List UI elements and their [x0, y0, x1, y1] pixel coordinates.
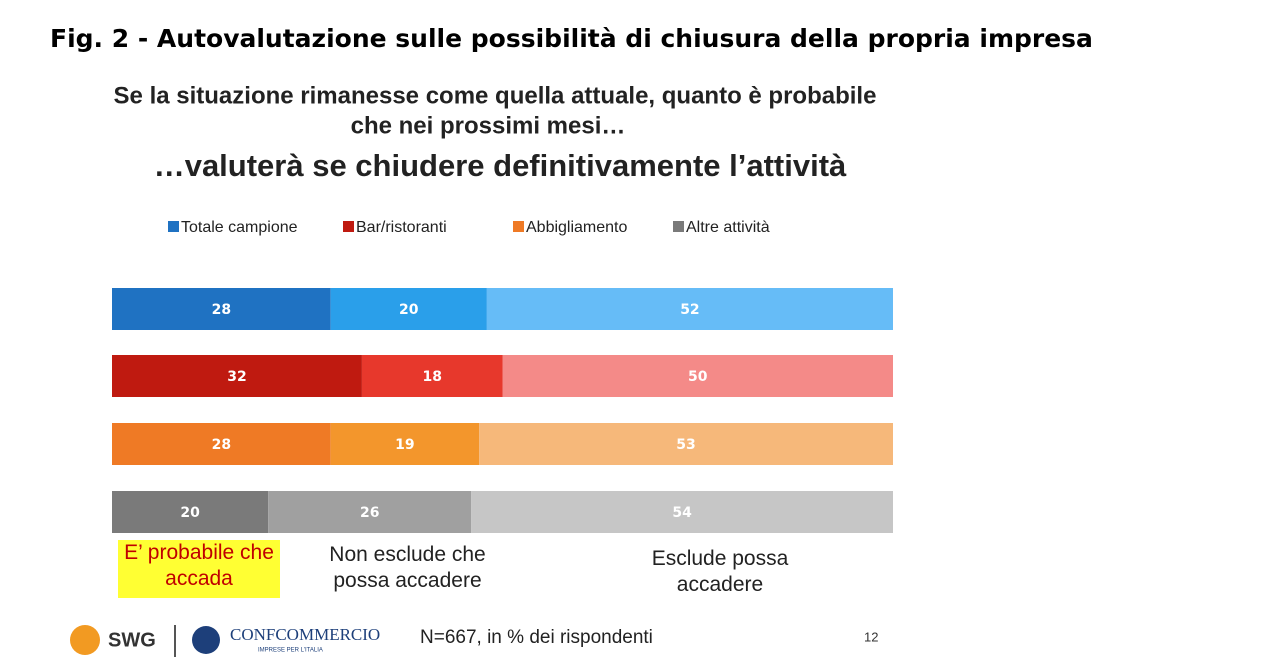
value-label: 54 [672, 505, 692, 521]
confcommercio-logo: CONFCOMMERCIO [230, 625, 380, 644]
confcommercio-sub: IMPRESE PER L’ITALIA [258, 648, 323, 654]
bar-segment [330, 288, 487, 330]
page-number: 12 [864, 629, 878, 644]
value-label: 28 [212, 302, 231, 318]
swg-logo-icon [70, 625, 100, 655]
value-label: 20 [399, 302, 419, 318]
value-label: 26 [360, 505, 379, 521]
value-label: 20 [180, 505, 200, 521]
legend-swatch [343, 221, 354, 232]
value-label: 28 [212, 437, 231, 453]
value-label: 52 [680, 302, 699, 318]
heading: …valuterà se chiudere definitivamente l’… [154, 148, 847, 183]
bar-segment [502, 355, 893, 397]
value-label: 53 [676, 437, 695, 453]
bar-segment [479, 423, 893, 465]
legend-label: Totale campione [181, 219, 298, 236]
legend-label: Bar/ristoranti [356, 219, 447, 236]
value-label: 19 [395, 437, 414, 453]
value-label: 18 [422, 369, 441, 385]
category-label: Non esclude che possa accadere [329, 543, 486, 592]
value-label: 32 [227, 369, 246, 385]
bar-segment [112, 491, 269, 533]
bar-segment [112, 288, 331, 330]
value-label: 50 [688, 369, 708, 385]
legend-swatch [673, 221, 684, 232]
category-label: Esclude possa accadere [651, 547, 789, 596]
footnote: N=667, in % dei rispondenti [420, 627, 653, 648]
bar-segment [112, 355, 362, 397]
swg-logo: SWG [108, 629, 156, 651]
bar-segment [361, 355, 503, 397]
category-label: E’ probabile che accada [118, 540, 280, 598]
legend-swatch [513, 221, 524, 232]
subtitle: Se la situazione rimanesse come quella a… [114, 82, 877, 109]
bar-segment [471, 491, 893, 533]
legend-label: Altre attività [686, 219, 770, 236]
chart-title: Fig. 2 - Autovalutazione sulle possibili… [50, 24, 1093, 53]
subtitle: che nei prossimi mesi… [351, 112, 626, 139]
legend-label: Abbigliamento [526, 219, 628, 236]
bar-segment [486, 288, 893, 330]
confcommercio-icon [192, 626, 220, 654]
bar-segment [330, 423, 480, 465]
bar-segment [268, 491, 472, 533]
legend-swatch [168, 221, 179, 232]
bar-segment [112, 423, 331, 465]
